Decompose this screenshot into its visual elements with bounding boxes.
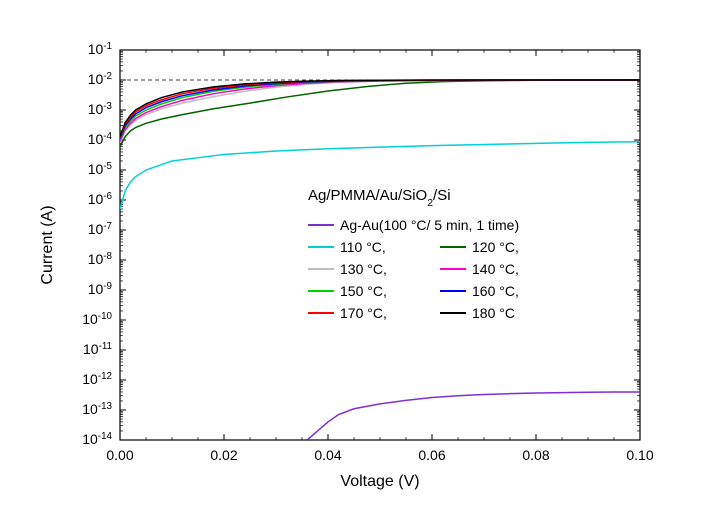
legend-label: 120 °C,	[472, 239, 519, 255]
legend-label: 140 °C,	[472, 261, 519, 277]
x-tick-label: 0.10	[626, 447, 653, 463]
x-tick-label: 0.06	[418, 447, 445, 463]
x-axis-label: Voltage (V)	[340, 473, 419, 490]
x-tick-label: 0.08	[522, 447, 549, 463]
y-axis-label: Current (A)	[39, 205, 56, 284]
x-tick-label: 0.04	[314, 447, 341, 463]
legend-label: 180 °C	[472, 305, 515, 321]
legend-label: 160 °C,	[472, 283, 519, 299]
legend-label: 170 °C,	[340, 305, 387, 321]
legend-label: Ag-Au(100 °C/ 5 min, 1 time)	[340, 217, 519, 233]
legend-label: 110 °C,	[340, 239, 386, 255]
legend-label: 150 °C,	[340, 283, 387, 299]
legend-label: 130 °C,	[340, 261, 387, 277]
x-tick-label: 0.00	[106, 447, 133, 463]
iv-log-chart: 10-1410-1310-1210-1110-1010-910-810-710-…	[0, 0, 725, 506]
x-tick-label: 0.02	[210, 447, 237, 463]
